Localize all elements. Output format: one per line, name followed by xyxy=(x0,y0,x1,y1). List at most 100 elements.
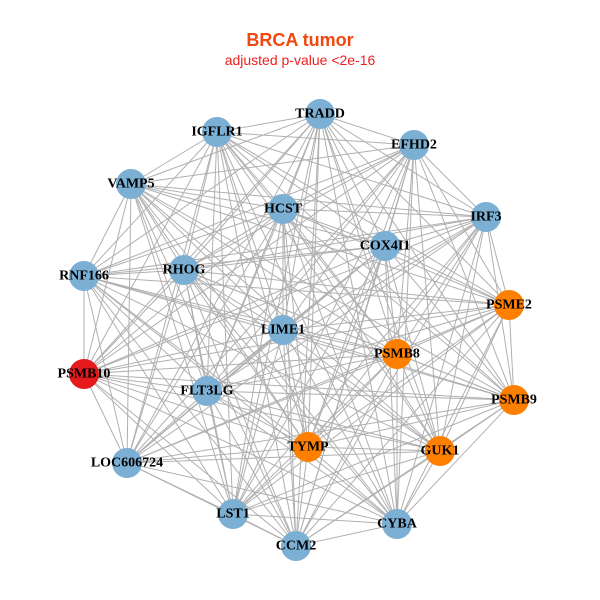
edge-EFHD2-PSME2 xyxy=(413,144,510,306)
edge-EFHD2-LST1 xyxy=(232,144,415,515)
node-HCST: HCST xyxy=(264,194,303,224)
edge-COX4I1-PSMB9 xyxy=(384,245,515,401)
edge-PSMB10-LOC606724 xyxy=(83,373,128,464)
edge-HCST-COX4I1 xyxy=(282,208,386,247)
edge-TRADD-LST1 xyxy=(232,113,321,515)
edge-IGFLR1-PSME2 xyxy=(216,131,510,306)
edge-PSMB9-TYMP xyxy=(307,399,515,448)
node-label: LST1 xyxy=(216,507,249,522)
node-TRADD: TRADD xyxy=(295,99,345,129)
node-circle xyxy=(382,339,412,369)
node-LST1: LST1 xyxy=(216,499,250,529)
node-label: GUK1 xyxy=(421,444,460,459)
node-FLT3LG: FLT3LG xyxy=(180,376,234,406)
node-circle xyxy=(69,359,99,389)
edge-COX4I1-RNF166 xyxy=(83,245,386,277)
node-TYMP: TYMP xyxy=(287,432,329,462)
node-PSMB9: PSMB9 xyxy=(491,385,537,415)
edge-TYMP-GUK1 xyxy=(307,446,441,452)
node-circle xyxy=(218,499,248,529)
edge-HCST-PSME2 xyxy=(282,208,510,306)
node-PSME2: PSME2 xyxy=(486,290,532,320)
edge-TRADD-IGFLR1 xyxy=(216,113,321,133)
edge-RNF166-LIME1 xyxy=(83,275,284,331)
edge-IRF3-RNF166 xyxy=(83,216,487,277)
edge-TRADD-PSMB8 xyxy=(319,113,398,355)
edge-PSMB10-FLT3LG xyxy=(83,373,208,392)
edge-VAMP5-CCM2 xyxy=(130,183,297,547)
edge-PSME2-LST1 xyxy=(232,304,510,515)
edge-COX4I1-RHOG xyxy=(183,245,386,271)
edge-FLT3LG-GUK1 xyxy=(206,390,441,452)
edge-EFHD2-FLT3LG xyxy=(206,144,415,392)
edge-PSMB10-TYMP xyxy=(83,373,309,448)
edge-TRADD-CYBA xyxy=(319,113,398,525)
node-label: PSME2 xyxy=(486,298,532,313)
node-circle xyxy=(268,315,298,345)
edge-IGFLR1-VAMP5 xyxy=(130,131,218,185)
edge-LIME1-LST1 xyxy=(232,329,284,515)
edge-IGFLR1-PSMB10 xyxy=(83,131,218,375)
node-label: IGFLR1 xyxy=(191,125,242,140)
edge-RNF166-PSMB9 xyxy=(83,275,515,401)
node-circle xyxy=(399,130,429,160)
node-circle xyxy=(494,290,524,320)
edge-EFHD2-HCST xyxy=(282,144,415,210)
edge-TRADD-TYMP xyxy=(307,113,321,448)
edge-LIME1-PSMB8 xyxy=(282,329,398,355)
edge-HCST-PSMB10 xyxy=(83,208,284,375)
edge-COX4I1-PSMB8 xyxy=(384,245,398,355)
edge-RNF166-PSMB8 xyxy=(83,275,398,355)
edge-TRADD-PSMB10 xyxy=(83,113,321,375)
node-label: CCM2 xyxy=(276,539,316,554)
edge-IGFLR1-CYBA xyxy=(216,131,398,525)
node-circle xyxy=(268,194,298,224)
node-label: IRF3 xyxy=(470,210,501,225)
edge-PSMB8-PSMB10 xyxy=(83,353,398,375)
node-circle xyxy=(471,202,501,232)
node-circle xyxy=(425,436,455,466)
edge-VAMP5-RHOG xyxy=(130,183,185,271)
edge-COX4I1-TYMP xyxy=(307,245,386,448)
edge-PSME2-LOC606724 xyxy=(126,304,510,464)
edge-PSMB10-LST1 xyxy=(83,373,234,515)
edge-HCST-RNF166 xyxy=(83,208,284,277)
edge-EFHD2-PSMB9 xyxy=(413,144,515,401)
edge-TRADD-PSME2 xyxy=(319,113,510,306)
edge-COX4I1-PSME2 xyxy=(384,245,510,306)
node-label: PSMB10 xyxy=(58,367,111,382)
node-label: HCST xyxy=(264,202,303,217)
edge-PSMB8-FLT3LG xyxy=(206,353,398,392)
edge-LIME1-PSMB10 xyxy=(83,329,284,375)
edge-TYMP-CYBA xyxy=(307,446,398,525)
node-label: LIME1 xyxy=(261,323,305,338)
node-circle xyxy=(370,231,400,261)
node-COX4I1: COX4I1 xyxy=(360,231,410,261)
edge-HCST-CYBA xyxy=(282,208,398,525)
edge-IGFLR1-CCM2 xyxy=(216,131,297,547)
node-PSMB10: PSMB10 xyxy=(58,359,111,389)
edge-LIME1-CCM2 xyxy=(282,329,297,547)
node-PSMB8: PSMB8 xyxy=(374,339,420,369)
edge-RHOG-PSME2 xyxy=(183,269,510,306)
edge-VAMP5-PSME2 xyxy=(130,183,510,306)
node-RHOG: RHOG xyxy=(163,255,205,285)
node-label: PSMB8 xyxy=(374,347,420,362)
edge-TRADD-EFHD2 xyxy=(319,113,415,146)
node-VAMP5: VAMP5 xyxy=(107,169,155,199)
edge-IRF3-LST1 xyxy=(232,216,487,515)
edge-PSME2-PSMB9 xyxy=(508,304,515,401)
edges-layer xyxy=(83,113,515,547)
edge-PSMB8-PSMB9 xyxy=(396,353,515,401)
node-label: FLT3LG xyxy=(180,384,233,399)
node-EFHD2: EFHD2 xyxy=(391,130,437,160)
node-label: PSMB9 xyxy=(491,393,537,408)
edge-RNF166-CCM2 xyxy=(83,275,297,547)
edge-COX4I1-GUK1 xyxy=(384,245,441,452)
edge-PSMB10-PSMB9 xyxy=(83,373,515,401)
edge-FLT3LG-PSMB9 xyxy=(206,390,515,401)
node-circle xyxy=(305,99,335,129)
edge-PSMB8-CCM2 xyxy=(295,353,398,547)
